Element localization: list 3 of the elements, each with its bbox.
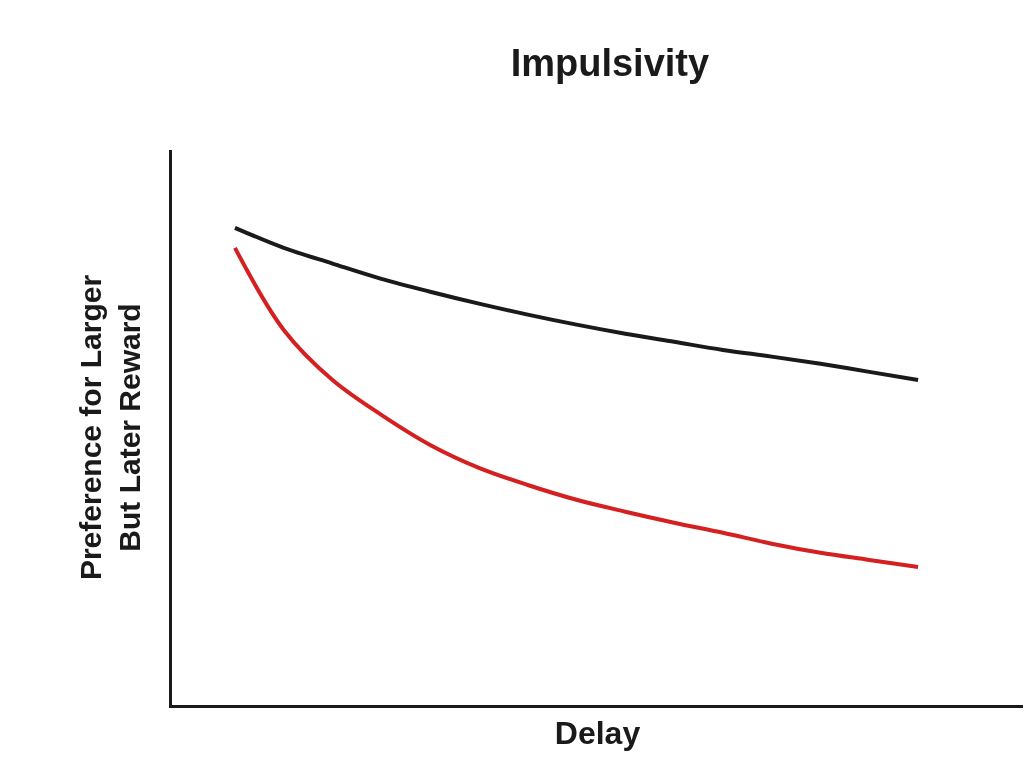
y-axis-title: Preference for Larger But Later Reward <box>74 274 146 581</box>
chart-title: Impulsivity <box>510 41 710 84</box>
x-axis-title: Delay <box>554 714 641 751</box>
